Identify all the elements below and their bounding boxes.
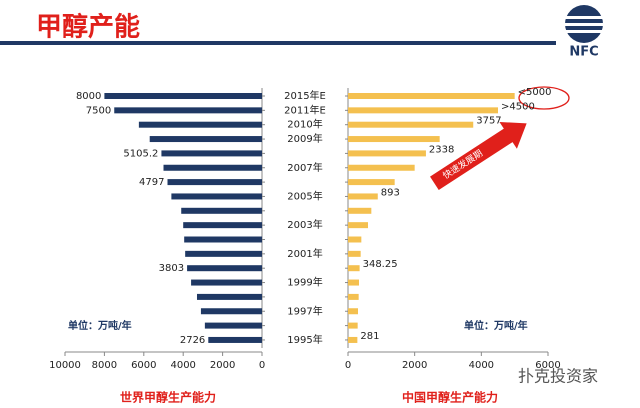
data-label: 5105.2 [123,148,158,159]
x-tick-label: 2000 [402,360,427,371]
data-label: 3757 [476,116,501,127]
bar [185,250,262,257]
data-label: 2726 [180,335,205,346]
x-tick-label: 8000 [92,360,117,371]
header-rule [0,41,556,45]
category-label: 2001年 [287,247,322,260]
x-tick-label: 10000 [49,360,81,371]
bar [196,293,262,300]
data-label: 2338 [429,144,454,155]
category-label: 1997年 [287,304,322,317]
x-tick-label: 6000 [131,360,156,371]
category-label: 2005年 [287,189,322,202]
bar [138,121,262,128]
data-label: 4797 [139,177,164,188]
bar [114,107,262,114]
x-tick-label: 2000 [210,360,235,371]
x-tick-label: 4000 [469,360,494,371]
x-tick-label: 6000 [535,360,560,371]
bar [348,121,474,128]
data-label: <5000 [518,87,552,98]
chart-title: 中国甲醇生产能力 [402,390,498,405]
data-label: 7500 [86,105,111,116]
bar [348,293,359,300]
bar [348,179,395,186]
category-label: 2009年 [287,132,322,145]
bar [163,164,262,171]
data-label: 3803 [159,263,184,274]
bar [348,193,378,200]
bar [348,336,358,343]
data-label: >4500 [501,101,535,112]
x-tick-label: 0 [259,360,265,371]
bar [348,136,440,143]
bar [348,279,359,286]
data-label: 348.25 [363,259,398,270]
x-tick-label: 4000 [170,360,195,371]
bar [348,308,358,315]
x-tick-label: 0 [345,360,351,371]
data-label: 893 [381,187,400,198]
bar [167,179,262,186]
category-label: 1999年 [287,276,322,289]
bar [348,107,498,114]
bar [149,136,262,143]
data-label: 8000 [76,91,101,102]
bar [348,164,415,171]
bar [200,308,262,315]
bar [348,265,360,272]
bar [187,265,262,272]
bar [348,250,361,257]
bar [183,222,262,229]
bar [348,222,368,229]
bar [348,322,358,329]
bar [104,93,263,99]
data-label: 281 [360,331,379,342]
highlight-circle [518,86,570,110]
category-label: 2010年 [287,118,322,131]
category-label: 2011年E [284,103,326,116]
chart-title: 世界甲醇生产能力 [120,390,216,405]
bar [181,207,262,214]
unit-label: 单位：万吨/年 [68,319,132,332]
bar [191,279,262,286]
bar [184,236,262,243]
bar [348,93,515,99]
bar [348,207,372,214]
category-label: 2003年 [287,218,322,231]
watermark: 扑克投资家 [518,367,598,386]
page-title: 甲醇产能 [36,12,140,43]
bar [161,150,262,157]
bar [348,150,426,157]
unit-label: 单位：万吨/年 [464,319,528,332]
category-label: 1995年 [287,333,322,346]
bar [208,336,262,343]
bar [171,193,262,200]
logo: NFC [565,5,603,60]
bar [204,322,262,329]
logo-text: NFC [569,45,598,60]
bar [348,236,362,243]
category-label: 2007年 [287,161,322,174]
category-label: 2015年E [284,89,326,102]
